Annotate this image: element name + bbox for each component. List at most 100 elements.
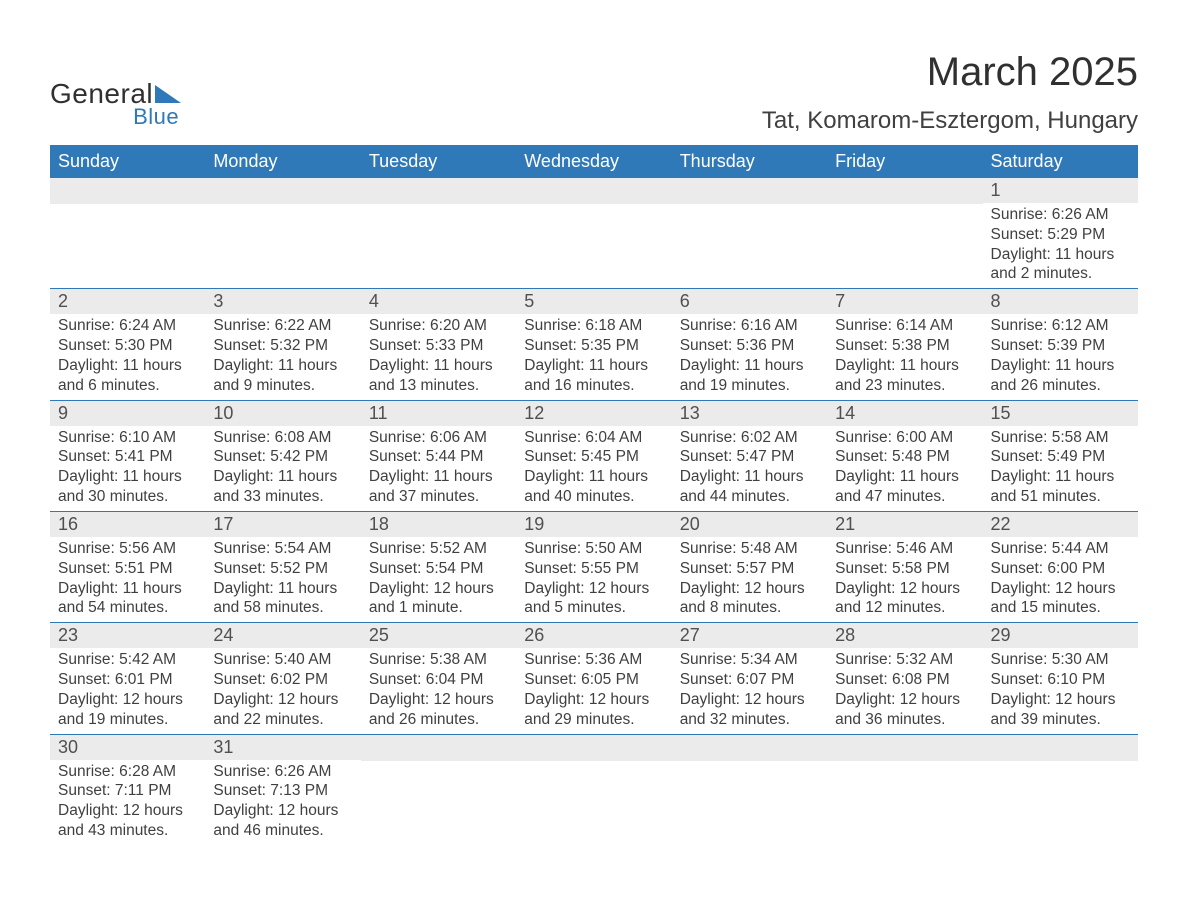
- weekday-header: Sunday: [50, 145, 205, 178]
- day-number: 22: [983, 512, 1138, 537]
- daylight-line: Daylight: 12 hours and 22 minutes.: [213, 690, 356, 730]
- day-details: Sunrise: 6:28 AMSunset: 7:11 PMDaylight:…: [50, 760, 205, 845]
- sunrise-line: Sunrise: 6:28 AM: [58, 762, 201, 782]
- sunrise-line: Sunrise: 5:38 AM: [369, 650, 512, 670]
- calendar-day-cell: 9Sunrise: 6:10 AMSunset: 5:41 PMDaylight…: [50, 400, 205, 511]
- empty-daynum-bar: [50, 178, 205, 204]
- empty-daynum-bar: [361, 735, 516, 761]
- sunset-line: Sunset: 6:00 PM: [991, 559, 1134, 579]
- day-number: 23: [50, 623, 205, 648]
- location-subtitle: Tat, Komarom-Esztergom, Hungary: [762, 107, 1138, 135]
- calendar-day-cell: 12Sunrise: 6:04 AMSunset: 5:45 PMDayligh…: [516, 400, 671, 511]
- empty-daynum-bar: [516, 735, 671, 761]
- sunset-line: Sunset: 6:07 PM: [680, 670, 823, 690]
- daylight-line: Daylight: 12 hours and 26 minutes.: [369, 690, 512, 730]
- calendar-week-row: 2Sunrise: 6:24 AMSunset: 5:30 PMDaylight…: [50, 289, 1138, 400]
- empty-daynum-bar: [827, 178, 982, 204]
- page-title: March 2025: [762, 50, 1138, 95]
- sunrise-line: Sunrise: 5:30 AM: [991, 650, 1134, 670]
- day-details: Sunrise: 6:20 AMSunset: 5:33 PMDaylight:…: [361, 314, 516, 399]
- daylight-line: Daylight: 11 hours and 58 minutes.: [213, 579, 356, 619]
- day-details: Sunrise: 5:38 AMSunset: 6:04 PMDaylight:…: [361, 648, 516, 733]
- day-details: Sunrise: 5:46 AMSunset: 5:58 PMDaylight:…: [827, 537, 982, 622]
- sunrise-line: Sunrise: 6:12 AM: [991, 316, 1134, 336]
- sunrise-line: Sunrise: 6:24 AM: [58, 316, 201, 336]
- daylight-line: Daylight: 12 hours and 19 minutes.: [58, 690, 201, 730]
- day-number: 29: [983, 623, 1138, 648]
- day-number: 18: [361, 512, 516, 537]
- sunrise-line: Sunrise: 6:04 AM: [524, 428, 667, 448]
- day-number: 16: [50, 512, 205, 537]
- sunset-line: Sunset: 5:44 PM: [369, 447, 512, 467]
- logo-triangle-icon: [155, 85, 181, 103]
- calendar-head: SundayMondayTuesdayWednesdayThursdayFrid…: [50, 145, 1138, 178]
- sunset-line: Sunset: 5:48 PM: [835, 447, 978, 467]
- day-number: 25: [361, 623, 516, 648]
- sunset-line: Sunset: 6:05 PM: [524, 670, 667, 690]
- day-details: Sunrise: 6:24 AMSunset: 5:30 PMDaylight:…: [50, 314, 205, 399]
- sunset-line: Sunset: 6:08 PM: [835, 670, 978, 690]
- day-number: 20: [672, 512, 827, 537]
- day-number: 13: [672, 401, 827, 426]
- sunset-line: Sunset: 5:38 PM: [835, 336, 978, 356]
- calendar-day-cell: 31Sunrise: 6:26 AMSunset: 7:13 PMDayligh…: [205, 734, 360, 845]
- calendar-day-cell: 16Sunrise: 5:56 AMSunset: 5:51 PMDayligh…: [50, 511, 205, 622]
- calendar-day-cell: 1Sunrise: 6:26 AMSunset: 5:29 PMDaylight…: [983, 178, 1138, 289]
- empty-cell: [672, 734, 827, 845]
- empty-cell: [205, 178, 360, 289]
- sunrise-line: Sunrise: 5:44 AM: [991, 539, 1134, 559]
- sunrise-line: Sunrise: 5:56 AM: [58, 539, 201, 559]
- sunset-line: Sunset: 5:45 PM: [524, 447, 667, 467]
- sunrise-line: Sunrise: 6:26 AM: [213, 762, 356, 782]
- calendar-table: SundayMondayTuesdayWednesdayThursdayFrid…: [50, 145, 1138, 845]
- day-details: Sunrise: 6:10 AMSunset: 5:41 PMDaylight:…: [50, 426, 205, 511]
- sunset-line: Sunset: 5:33 PM: [369, 336, 512, 356]
- sunset-line: Sunset: 5:36 PM: [680, 336, 823, 356]
- day-details: Sunrise: 5:48 AMSunset: 5:57 PMDaylight:…: [672, 537, 827, 622]
- day-number: 10: [205, 401, 360, 426]
- calendar-day-cell: 5Sunrise: 6:18 AMSunset: 5:35 PMDaylight…: [516, 289, 671, 400]
- calendar-day-cell: 10Sunrise: 6:08 AMSunset: 5:42 PMDayligh…: [205, 400, 360, 511]
- daylight-line: Daylight: 12 hours and 8 minutes.: [680, 579, 823, 619]
- sunrise-line: Sunrise: 6:16 AM: [680, 316, 823, 336]
- empty-cell: [827, 178, 982, 289]
- calendar-day-cell: 2Sunrise: 6:24 AMSunset: 5:30 PMDaylight…: [50, 289, 205, 400]
- sunset-line: Sunset: 6:01 PM: [58, 670, 201, 690]
- calendar-day-cell: 15Sunrise: 5:58 AMSunset: 5:49 PMDayligh…: [983, 400, 1138, 511]
- weekday-header: Tuesday: [361, 145, 516, 178]
- sunrise-line: Sunrise: 5:50 AM: [524, 539, 667, 559]
- sunrise-line: Sunrise: 6:08 AM: [213, 428, 356, 448]
- day-details: Sunrise: 6:16 AMSunset: 5:36 PMDaylight:…: [672, 314, 827, 399]
- sunrise-line: Sunrise: 5:40 AM: [213, 650, 356, 670]
- sunrise-line: Sunrise: 5:46 AM: [835, 539, 978, 559]
- daylight-line: Daylight: 12 hours and 32 minutes.: [680, 690, 823, 730]
- empty-daynum-bar: [361, 178, 516, 204]
- calendar-day-cell: 27Sunrise: 5:34 AMSunset: 6:07 PMDayligh…: [672, 623, 827, 734]
- day-details: Sunrise: 6:12 AMSunset: 5:39 PMDaylight:…: [983, 314, 1138, 399]
- day-number: 21: [827, 512, 982, 537]
- day-number: 6: [672, 289, 827, 314]
- calendar-body: 1Sunrise: 6:26 AMSunset: 5:29 PMDaylight…: [50, 178, 1138, 845]
- sunrise-line: Sunrise: 5:48 AM: [680, 539, 823, 559]
- sunset-line: Sunset: 7:13 PM: [213, 781, 356, 801]
- sunset-line: Sunset: 6:04 PM: [369, 670, 512, 690]
- day-details: Sunrise: 6:06 AMSunset: 5:44 PMDaylight:…: [361, 426, 516, 511]
- day-number: 31: [205, 735, 360, 760]
- sunrise-line: Sunrise: 6:02 AM: [680, 428, 823, 448]
- day-number: 17: [205, 512, 360, 537]
- sunrise-line: Sunrise: 6:20 AM: [369, 316, 512, 336]
- sunrise-line: Sunrise: 5:52 AM: [369, 539, 512, 559]
- day-details: Sunrise: 5:36 AMSunset: 6:05 PMDaylight:…: [516, 648, 671, 733]
- daylight-line: Daylight: 12 hours and 46 minutes.: [213, 801, 356, 841]
- calendar-day-cell: 18Sunrise: 5:52 AMSunset: 5:54 PMDayligh…: [361, 511, 516, 622]
- day-details: Sunrise: 5:50 AMSunset: 5:55 PMDaylight:…: [516, 537, 671, 622]
- daylight-line: Daylight: 12 hours and 12 minutes.: [835, 579, 978, 619]
- day-details: Sunrise: 6:02 AMSunset: 5:47 PMDaylight:…: [672, 426, 827, 511]
- day-number: 15: [983, 401, 1138, 426]
- daylight-line: Daylight: 12 hours and 43 minutes.: [58, 801, 201, 841]
- sunrise-line: Sunrise: 6:06 AM: [369, 428, 512, 448]
- calendar-day-cell: 7Sunrise: 6:14 AMSunset: 5:38 PMDaylight…: [827, 289, 982, 400]
- sunset-line: Sunset: 5:47 PM: [680, 447, 823, 467]
- calendar-week-row: 9Sunrise: 6:10 AMSunset: 5:41 PMDaylight…: [50, 400, 1138, 511]
- daylight-line: Daylight: 11 hours and 2 minutes.: [991, 245, 1134, 285]
